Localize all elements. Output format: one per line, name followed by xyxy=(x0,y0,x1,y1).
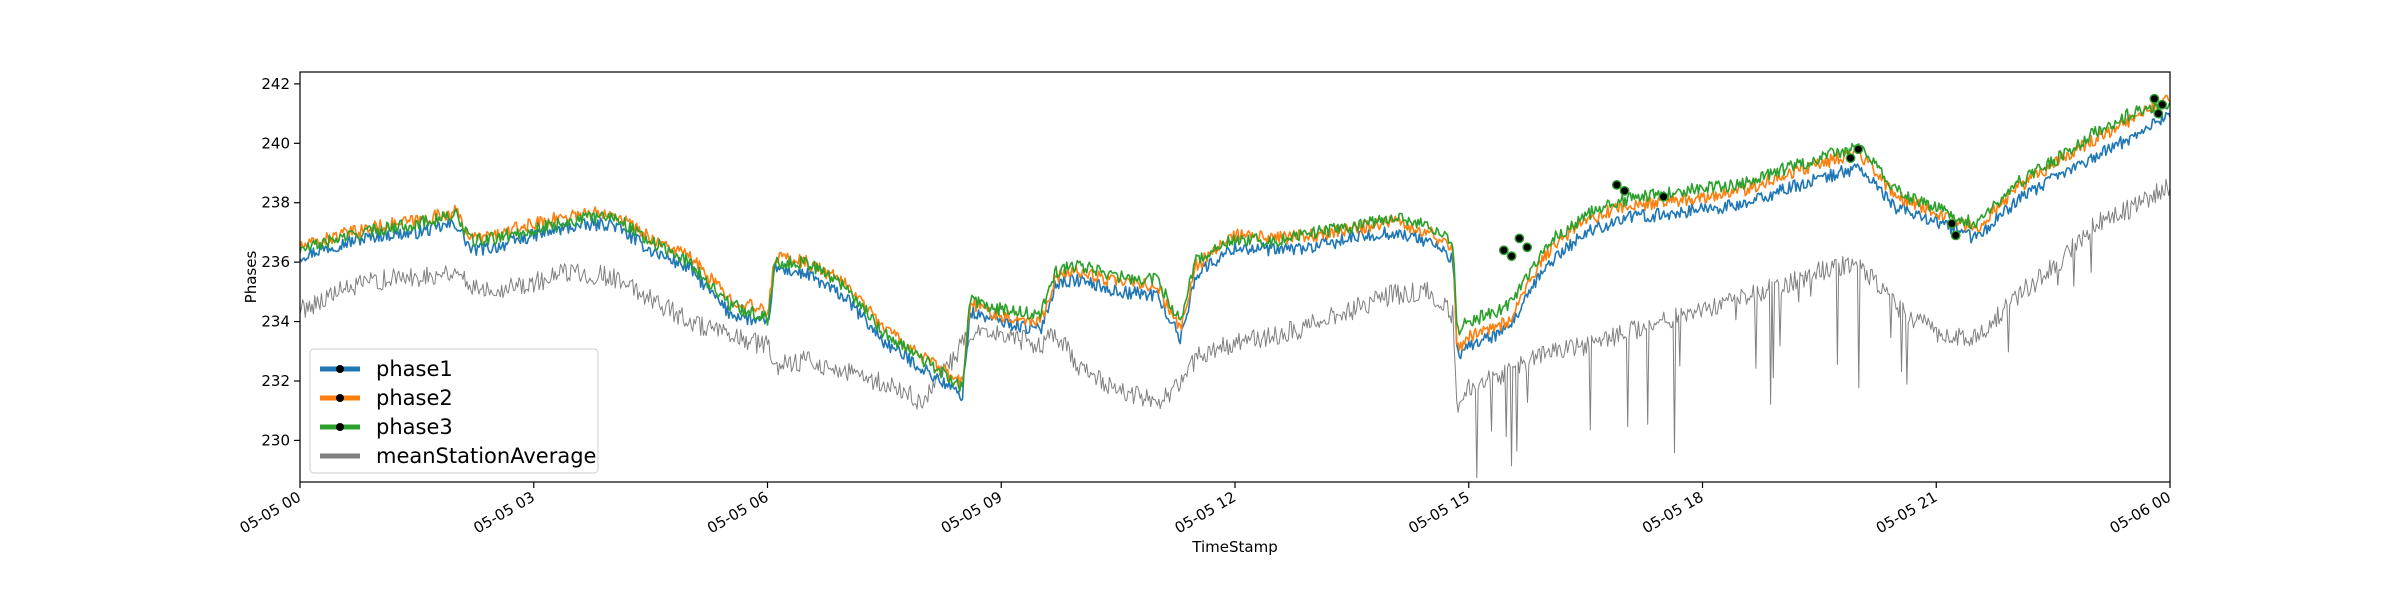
y-tick-label: 232 xyxy=(261,372,290,390)
plot-area xyxy=(299,71,2171,483)
x-tick-label: 05-05 09 xyxy=(938,488,1005,537)
x-tick-label: 05-06 00 xyxy=(2107,488,2174,537)
x-tick-label: 05-05 12 xyxy=(1172,488,1239,537)
x-tick-label: 05-05 18 xyxy=(1639,488,1706,537)
x-tick-label: 05-05 21 xyxy=(1873,488,1940,537)
anomaly-marker xyxy=(1514,233,1525,244)
y-tick-label: 236 xyxy=(261,253,290,271)
x-tick-label: 05-05 03 xyxy=(470,488,537,537)
x-tick-label: 05-05 00 xyxy=(237,488,304,537)
anomaly-marker xyxy=(1619,185,1630,196)
anomaly-marker xyxy=(1498,245,1509,256)
anomaly-marker xyxy=(1522,242,1533,253)
anomaly-marker xyxy=(2157,99,2168,110)
y-tick-label: 240 xyxy=(261,134,290,152)
y-tick-label: 230 xyxy=(261,431,290,449)
y-tick-label: 238 xyxy=(261,194,290,212)
legend-marker-phase2 xyxy=(336,394,344,402)
legend-marker-phase1 xyxy=(336,365,344,373)
anomaly-marker xyxy=(1845,153,1856,164)
y-tick-label: 234 xyxy=(261,313,290,331)
anomaly-marker xyxy=(1611,179,1622,190)
legend-label-phase3: phase3 xyxy=(376,415,453,439)
y-axis: 230 232 234 236 238 240 242 xyxy=(261,75,300,449)
series-layer xyxy=(299,94,2171,479)
legend-label-meanStationAverage: meanStationAverage xyxy=(376,444,596,468)
x-tick-label: 05-05 15 xyxy=(1405,488,1472,537)
legend-marker-phase3 xyxy=(336,423,344,431)
anomaly-marker xyxy=(2153,108,2164,119)
anomaly-marker xyxy=(1946,218,1957,229)
x-axis: 05-05 00 05-05 03 05-05 06 05-05 09 05-05 12… xyxy=(237,482,2174,537)
x-axis-label: TimeStamp xyxy=(1191,538,1277,556)
anomaly-marker xyxy=(1658,191,1669,202)
series-line-phase3 xyxy=(299,101,2171,392)
anomaly-marker xyxy=(1506,251,1517,262)
anomaly-marker xyxy=(1950,230,1961,241)
legend: phase1 phase2 phase3 meanStationAverage xyxy=(309,348,599,474)
anomaly-marker xyxy=(1853,144,1864,155)
anomaly-markers xyxy=(1498,93,2168,262)
x-tick-label: 05-05 06 xyxy=(704,488,771,537)
y-tick-label: 242 xyxy=(261,75,290,93)
y-axis-label: Phases xyxy=(242,251,260,304)
legend-label-phase2: phase2 xyxy=(376,386,453,410)
series-line-meanStationAverage xyxy=(299,178,2171,479)
legend-label-phase1: phase1 xyxy=(376,357,453,381)
anomaly-marker xyxy=(2149,93,2160,104)
legend-box xyxy=(309,348,599,474)
